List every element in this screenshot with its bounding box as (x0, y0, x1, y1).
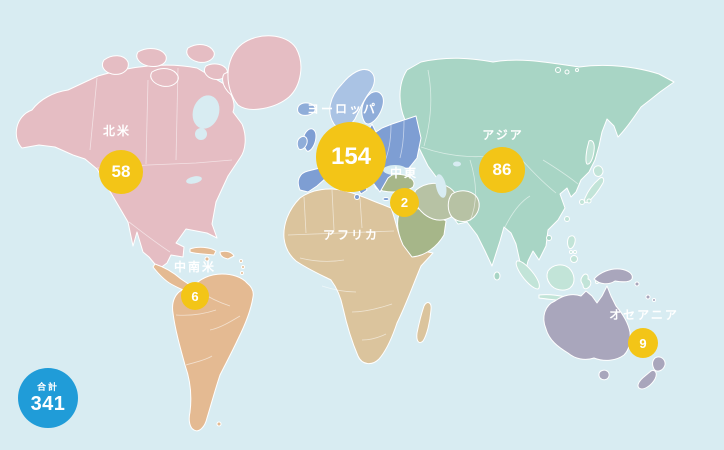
great-lakes (186, 176, 202, 184)
label-africa: アフリカ (322, 228, 380, 242)
bubble-latin-america-value: 6 (191, 288, 199, 304)
bubble-asia: 86 (479, 147, 525, 193)
bubble-middle-east: 2 (390, 188, 419, 217)
oceania-landmass (543, 268, 666, 390)
latin-america-landmass (152, 246, 254, 432)
label-middle-east: 中東 (389, 166, 419, 180)
bubble-oceania-value: 9 (639, 335, 647, 351)
europe-mid-landmass (296, 91, 384, 150)
bubble-latin-america: 6 (181, 282, 209, 310)
bubble-middle-east-value: 2 (400, 195, 409, 210)
label-asia: アジア (482, 128, 524, 142)
black-sea (383, 165, 407, 175)
africa-landmass (283, 188, 434, 364)
inland-seas (186, 95, 461, 198)
label-oceania: オセアニア (609, 308, 679, 322)
label-north-america: 北米 (102, 124, 132, 138)
total-bubble: 合計 341 (18, 368, 78, 428)
bubble-asia-value: 86 (492, 160, 512, 179)
caspian-sea (435, 174, 447, 198)
label-europe: ヨーロッパ (306, 102, 378, 116)
bubble-europe: 154 (316, 122, 386, 192)
james-bay (195, 128, 207, 140)
label-latin-america: 中南米 (173, 260, 217, 274)
total-value: 341 (30, 392, 66, 415)
bubble-north-america-value: 58 (111, 162, 131, 181)
hudson-bay (192, 95, 220, 129)
asia-islands (515, 140, 605, 304)
europe-north-landmass (329, 69, 375, 129)
total-label: 合計 (36, 381, 59, 392)
bubble-oceania: 9 (628, 328, 658, 358)
bubble-europe-value: 154 (330, 143, 372, 170)
aral-lake (453, 161, 461, 167)
bubble-north-america: 58 (99, 150, 143, 194)
